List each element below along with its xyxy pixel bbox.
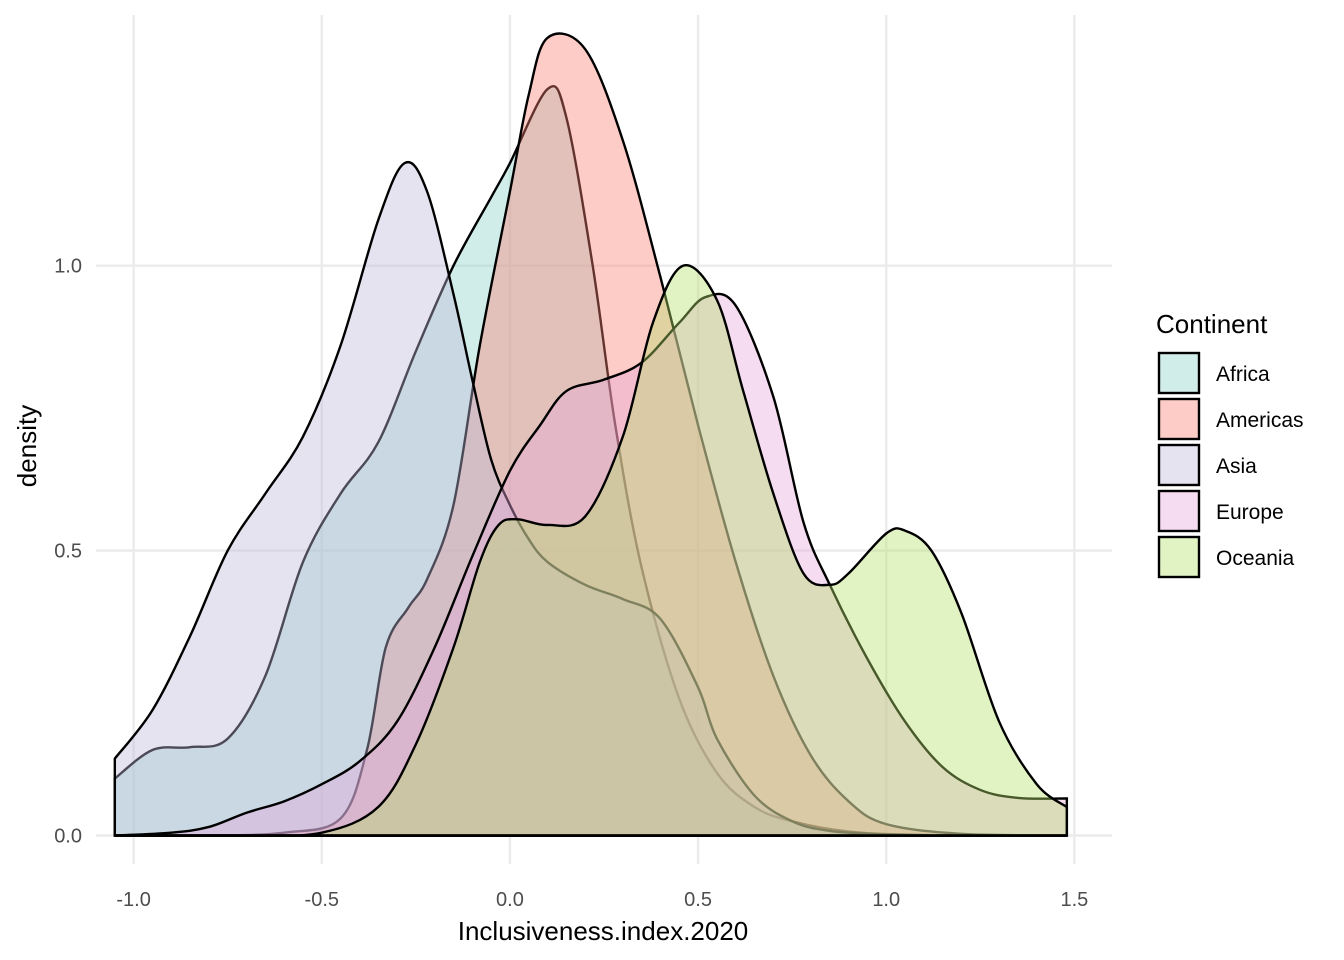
legend-key [1157, 535, 1201, 579]
x-tick-label: 0.0 [496, 889, 524, 911]
x-axis-ticks: -1.0 -0.5 0.0 0.5 1.0 1.5 [116, 889, 1088, 911]
legend-key [1157, 443, 1201, 487]
legend-key-bg [1158, 490, 1200, 532]
density-area-africa [113, 85, 1067, 837]
legend-key-bg [1158, 536, 1200, 578]
y-tick-label: 0.5 [54, 541, 82, 563]
legend-label: Oceania [1216, 547, 1295, 570]
legend-label: Africa [1216, 363, 1270, 386]
x-tick-label: 1.5 [1060, 889, 1088, 911]
legend-label: Asia [1216, 455, 1257, 478]
y-tick-label: 0.0 [54, 826, 82, 848]
y-axis-title: density [12, 405, 42, 487]
legend-item-africa: Africa [1157, 351, 1270, 395]
legend-items: Africa Americas Asia Europe Oceania [1157, 351, 1304, 579]
legend-item-europe: Europe [1157, 489, 1284, 533]
x-tick-label: 0.5 [684, 889, 712, 911]
legend-item-oceania: Oceania [1157, 535, 1295, 579]
density-area-asia [113, 160, 1067, 837]
legend-key [1157, 489, 1201, 533]
legend-label: Europe [1216, 501, 1284, 524]
density-area-americas [114, 32, 1067, 837]
density-areas [113, 32, 1069, 837]
x-tick-label: 1.0 [872, 889, 900, 911]
density-area-europe [114, 292, 1069, 837]
y-axis-ticks: 0.0 0.5 1.0 [54, 256, 82, 848]
legend: Continent Africa Americas Asia Europe Oceani… [1156, 309, 1304, 579]
y-tick-label: 1.0 [54, 256, 82, 278]
legend-key-bg [1158, 444, 1200, 486]
density-area-oceania [114, 264, 1069, 837]
legend-label: Americas [1216, 409, 1304, 432]
x-tick-label: -1.0 [116, 889, 150, 911]
legend-key-bg [1158, 398, 1200, 440]
x-tick-label: -0.5 [305, 889, 339, 911]
x-axis-title: Inclusiveness.index.2020 [458, 916, 749, 946]
legend-title: Continent [1156, 309, 1268, 339]
legend-key [1157, 397, 1201, 441]
legend-key [1157, 351, 1201, 395]
legend-key-bg [1158, 352, 1200, 394]
legend-item-americas: Americas [1157, 397, 1304, 441]
legend-item-asia: Asia [1157, 443, 1257, 487]
